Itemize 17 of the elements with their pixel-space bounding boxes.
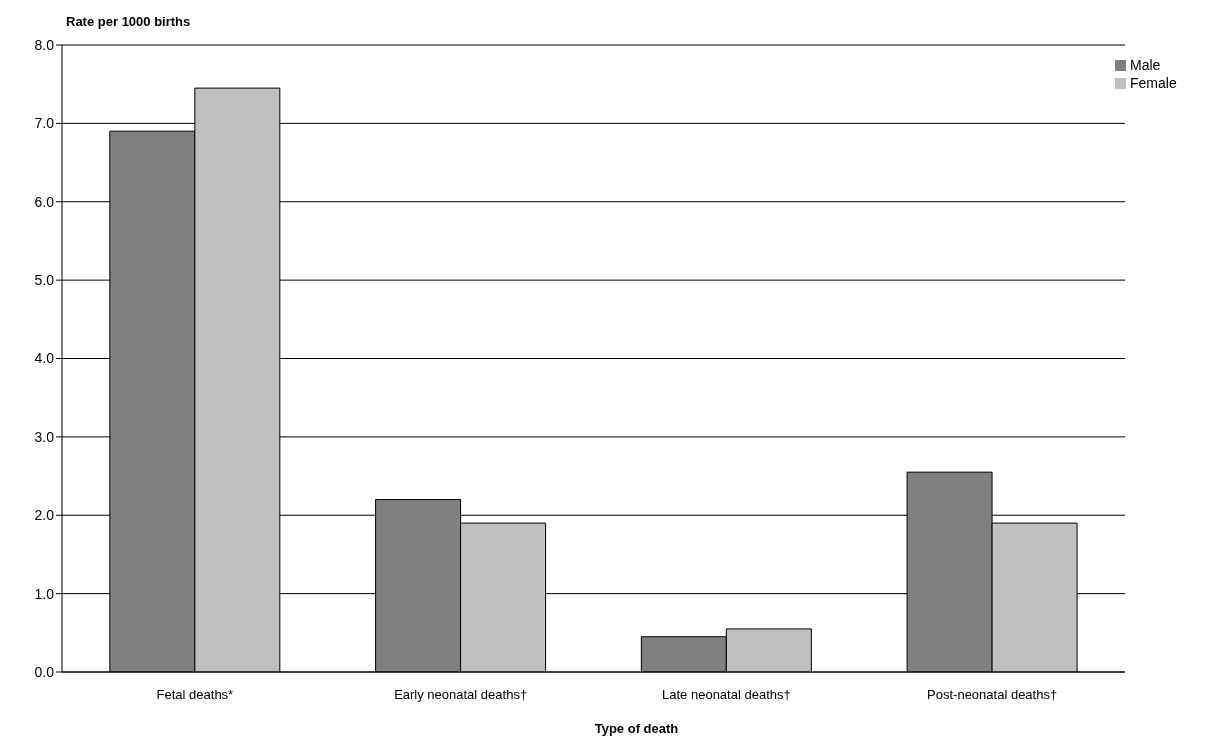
legend-label: Male [1130,57,1161,73]
y-tick-label: 6.0 [34,193,55,210]
x-axis-title: Type of death [593,721,680,736]
x-tick-label: Late neonatal deaths† [662,687,791,703]
y-tick-label: 5.0 [34,272,55,289]
x-tick-label: Early neonatal deaths† [394,687,528,703]
y-tick-label: 2.0 [34,507,55,524]
y-tick-label: 8.0 [34,36,55,53]
y-axis-title: Rate per 1000 births [66,14,191,29]
x-tick-label: Post-neonatal deaths† [927,687,1058,703]
y-tick-label: 1.0 [34,585,55,602]
x-tick-label: Fetal deaths* [156,687,234,703]
legend-label: Female [1130,75,1177,91]
y-tick-label: 4.0 [34,350,55,367]
y-tick-label: 0.0 [34,663,55,680]
y-tick-label: 7.0 [34,115,55,132]
y-tick-label: 3.0 [34,428,55,445]
